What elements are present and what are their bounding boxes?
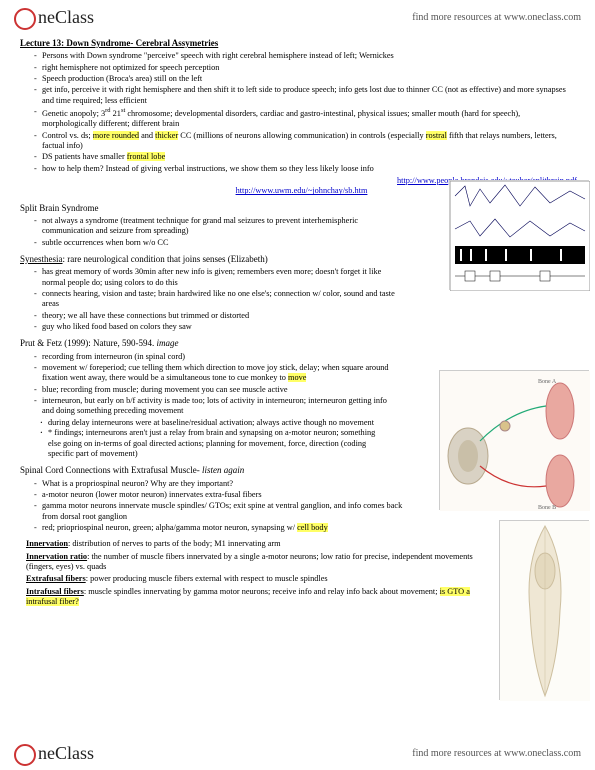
brainstem-icon <box>500 521 590 701</box>
list-item: get info, perceive it with right hemisph… <box>34 85 577 106</box>
list-item: right hemisphere not optimized for speec… <box>34 63 577 73</box>
list-item: has great memory of words 30min after ne… <box>34 267 401 288</box>
footer-logo: neClass <box>14 742 94 764</box>
list-item: not always a syndrome (treatment techniq… <box>34 216 382 237</box>
list-item: how to help them? Instead of giving verb… <box>34 164 577 174</box>
footer-link[interactable]: find more resources at www.oneclass.com <box>412 748 581 759</box>
list-item: blue; recording from muscle; during move… <box>34 385 401 395</box>
page-header: neClass find more resources at www.onecl… <box>0 0 595 32</box>
prut-fetz-sublist: during delay interneurons were at baseli… <box>26 418 384 459</box>
prut-fetz-list: recording from interneuron (in spinal co… <box>26 352 401 417</box>
synesthesia-list: has great memory of words 30min after ne… <box>26 267 401 332</box>
logo-circle-icon <box>14 744 36 766</box>
footer-logo-text: neClass <box>38 743 94 764</box>
brainstem-figure <box>499 520 589 700</box>
spinal-diagram-icon: Bone A Bone B <box>440 371 590 511</box>
waveform-figure <box>449 180 589 290</box>
list-item: movement w/ foreperiod; cue telling them… <box>34 363 401 384</box>
list-item: gamma motor neurons innervate muscle spi… <box>34 501 412 522</box>
logo-text: neClass <box>38 7 94 28</box>
waveform-icon <box>450 181 590 291</box>
lecture-title: Lecture 13: Down Syndrome- Cerebral Assy… <box>20 38 577 49</box>
down-syndrome-list: Persons with Down syndrome "perceive" sp… <box>26 51 577 174</box>
definitions-block: Innervation: distribution of nerves to p… <box>26 539 478 607</box>
list-item: DS patients have smaller frontal lobe <box>34 152 577 162</box>
document-body: Lecture 13: Down Syndrome- Cerebral Assy… <box>0 32 595 607</box>
list-item: Speech production (Broca's area) still o… <box>34 74 577 84</box>
list-item: during delay interneurons were at baseli… <box>40 418 384 428</box>
logo: neClass <box>14 6 94 28</box>
header-link[interactable]: find more resources at www.oneclass.com <box>412 12 581 23</box>
list-item: What is a propriospinal neuron? Why are … <box>34 479 412 489</box>
list-item: recording from interneuron (in spinal co… <box>34 352 401 362</box>
list-item: red; priopriospinal neuron, green; alpha… <box>34 523 412 533</box>
spinal-diagram-figure: Bone A Bone B <box>439 370 589 510</box>
list-item: Persons with Down syndrome "perceive" sp… <box>34 51 577 61</box>
prut-fetz-title: Prut & Fetz (1999): Nature, 590-594. ima… <box>20 338 577 349</box>
svg-text:Bone A: Bone A <box>538 379 557 385</box>
list-item: Genetic anopoly; 3rd 21st chromosome; de… <box>34 107 577 129</box>
list-item: connects hearing, vision and taste; brai… <box>34 289 401 310</box>
page-footer: neClass find more resources at www.onecl… <box>0 736 595 770</box>
list-item: interneuron, but early on b/f activity i… <box>34 396 401 417</box>
logo-circle-icon <box>14 8 36 30</box>
spinal-list: What is a propriospinal neuron? Why are … <box>26 479 412 534</box>
list-item: * findings; interneurons aren't just a r… <box>40 428 384 459</box>
svg-text:Bone B: Bone B <box>538 505 556 511</box>
list-item: Control vs. ds; more rounded and thicker… <box>34 131 577 152</box>
list-item: guy who liked food based on colors they … <box>34 322 401 332</box>
list-item: a-motor neuron (lower motor neuron) inne… <box>34 490 412 500</box>
list-item: theory; we all have these connections bu… <box>34 311 401 321</box>
